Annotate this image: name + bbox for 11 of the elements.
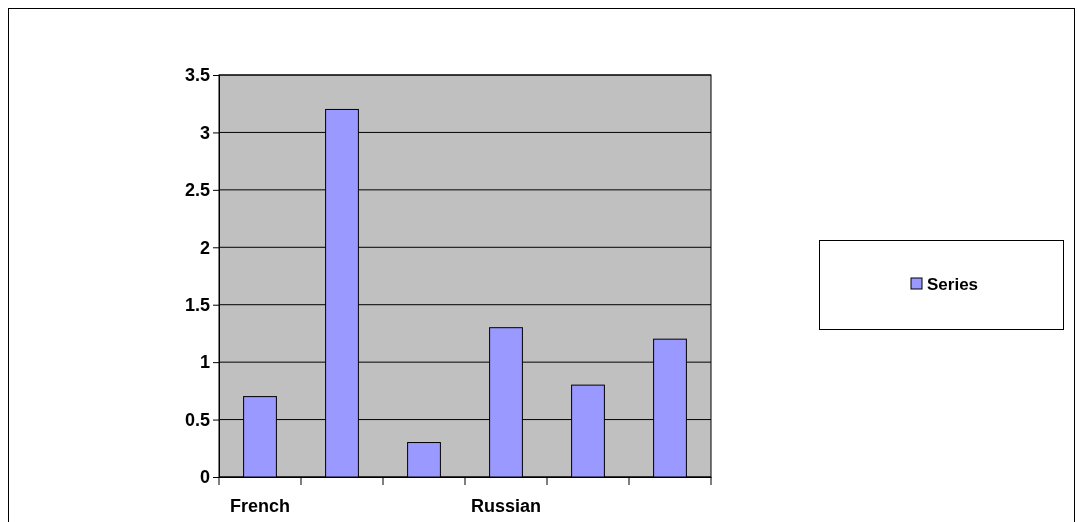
y-tick-label: 2.5	[184, 180, 210, 201]
x-tick-label: Russian	[470, 495, 542, 516]
y-tick-label: 2	[199, 237, 210, 258]
y-tick-label: 1.5	[184, 294, 210, 315]
legend-label: Series	[927, 275, 979, 294]
y-tick-label: 3	[199, 122, 210, 143]
y-tick-label: 3.5	[184, 65, 210, 86]
y-tick-label: 1	[199, 352, 210, 373]
x-tick-label: French	[229, 495, 291, 516]
y-tick-label: 0.5	[184, 409, 210, 430]
y-tick-label: 0	[199, 467, 210, 488]
